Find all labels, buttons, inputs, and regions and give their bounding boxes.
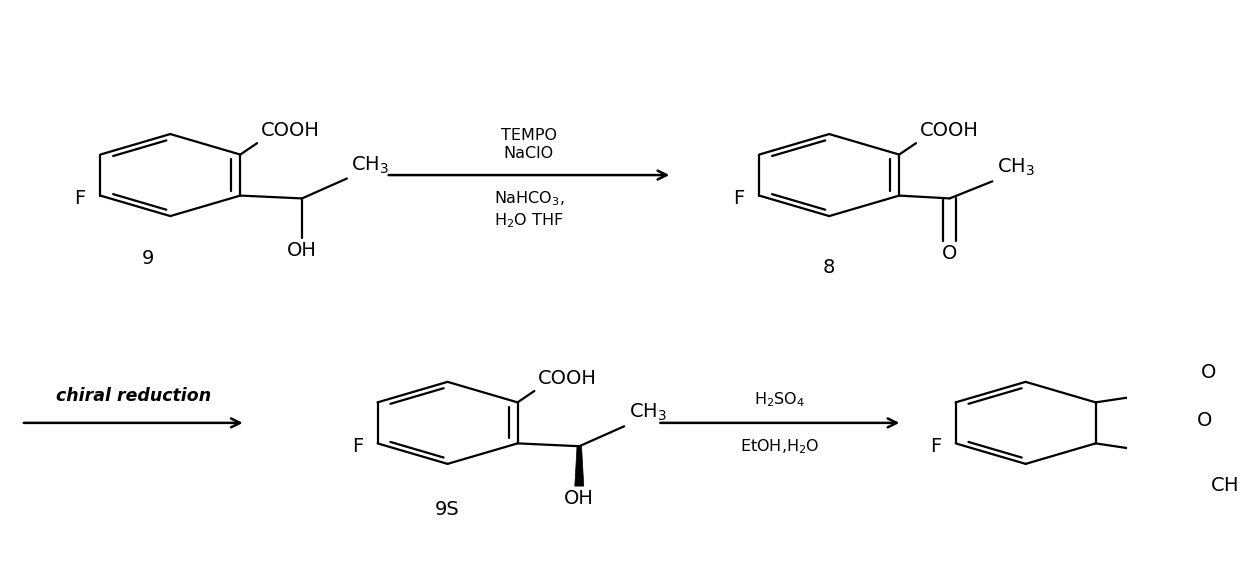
Text: F: F xyxy=(733,189,744,208)
Text: COOH: COOH xyxy=(538,369,596,388)
Text: chiral reduction: chiral reduction xyxy=(56,387,211,405)
Text: F: F xyxy=(74,189,86,208)
Text: CH$_3$: CH$_3$ xyxy=(629,402,667,424)
Text: TEMPO
NaClO: TEMPO NaClO xyxy=(501,128,557,161)
Text: CH$_3$: CH$_3$ xyxy=(1210,475,1240,497)
Text: H$_2$SO$_4$: H$_2$SO$_4$ xyxy=(754,390,805,409)
Text: OH: OH xyxy=(288,241,317,260)
Text: F: F xyxy=(930,437,941,455)
Text: 8: 8 xyxy=(823,258,836,277)
Text: NaHCO$_3$,
H$_2$O THF: NaHCO$_3$, H$_2$O THF xyxy=(494,190,564,229)
Text: O: O xyxy=(942,244,957,263)
Text: COOH: COOH xyxy=(260,121,320,140)
Text: O: O xyxy=(1202,362,1216,381)
Text: CH$_3$: CH$_3$ xyxy=(351,154,389,176)
Text: CH$_3$: CH$_3$ xyxy=(997,157,1035,179)
Text: COOH: COOH xyxy=(919,121,978,140)
Text: O: O xyxy=(1198,410,1213,429)
Text: OH: OH xyxy=(564,489,594,508)
Text: 9: 9 xyxy=(141,249,154,268)
Polygon shape xyxy=(1161,454,1214,472)
Text: 9S: 9S xyxy=(435,500,460,519)
Text: F: F xyxy=(352,437,363,455)
Text: EtOH,H$_2$O: EtOH,H$_2$O xyxy=(740,437,820,456)
Polygon shape xyxy=(575,446,584,486)
